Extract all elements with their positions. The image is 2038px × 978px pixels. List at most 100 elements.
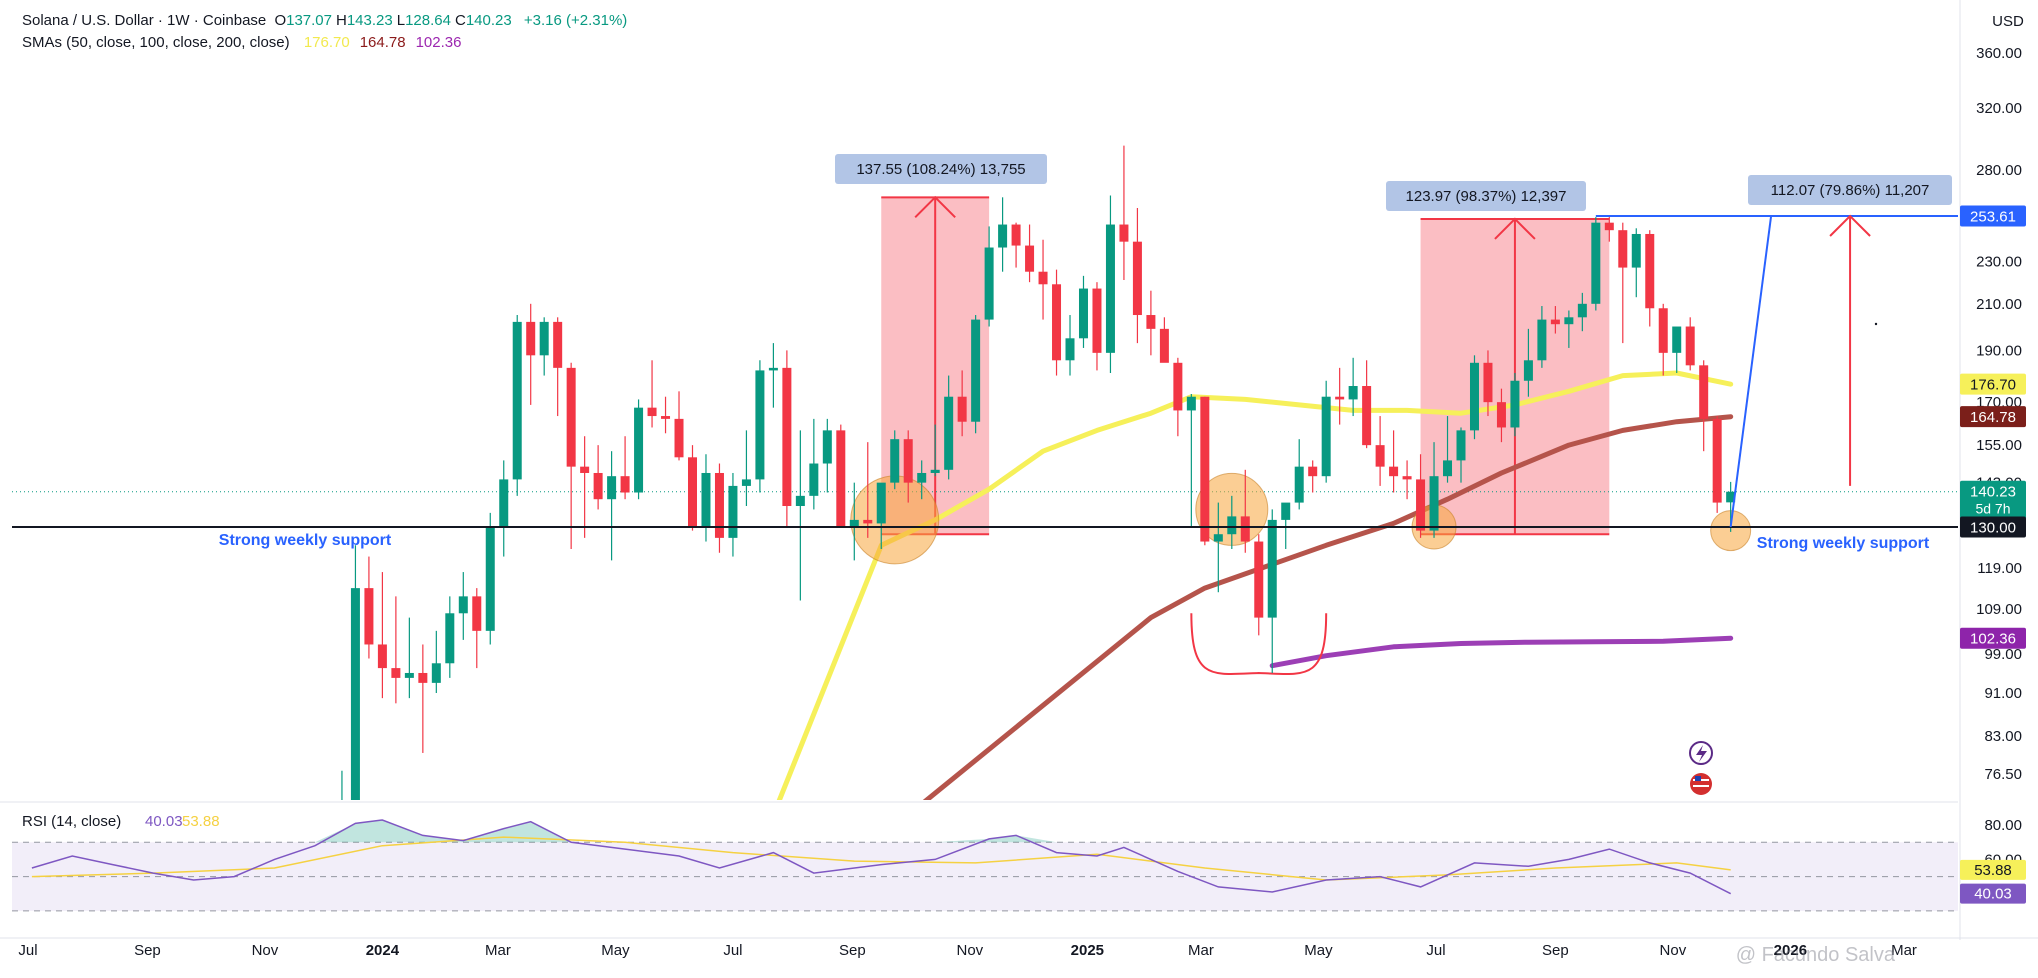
candle-body [1173,362,1183,411]
time-tick-label: Mar [485,942,511,959]
price-label-text: 164.78 [1970,409,2016,426]
price-tick-label: 91.00 [1984,685,2022,702]
candle-body [1375,445,1385,467]
symbol-title: Solana / U.S. Dollar · 1W · Coinbase [22,12,267,29]
candle-body [1200,396,1210,542]
time-tick-label: May [601,942,630,959]
price-label-102-36: 102.36 [1960,627,2026,649]
candle-body [1496,402,1506,428]
candle-body [1618,230,1628,268]
measure-arrow-head [914,195,956,219]
candle-body [1537,319,1547,361]
candle-body [1267,519,1277,618]
watermark: @ Facundo Salva [1736,944,1896,966]
price-label-text: 130.00 [1970,520,2016,537]
candle-body [1712,418,1722,503]
candle-body [539,321,549,356]
rsi-ma-legend-value: 53.88 [182,813,220,830]
candle-body [1510,380,1520,428]
price-label-130-00: 130.00 [1960,516,2026,538]
candle-body [1119,224,1129,242]
price-tick-label: 360.00 [1976,45,2022,62]
measure-label-box [1386,181,1586,211]
sma-value-0: 176.70 [303,34,350,51]
price-label-253-61: 253.61 [1960,205,2026,227]
target-arrow-head [1829,214,1871,237]
candle-body [364,588,374,645]
support-label-right: Strong weekly support [1757,535,1930,552]
candle-body [1092,288,1102,353]
candle-body [1132,241,1142,316]
candle-body [863,519,873,524]
measure-label-text: 137.55 (108.24%) 13,755 [856,161,1025,178]
candle-body [687,457,697,527]
candle-body [1254,541,1264,618]
candle-body [1631,233,1641,268]
time-tick-label: Mar [1188,942,1214,959]
price-tick-label: 190.00 [1976,342,2022,359]
candle-body [984,247,994,320]
candle-body [755,370,765,480]
candle-body [580,466,590,473]
measure-label-3: 112.07 (79.86%) 11,207 [1748,175,1952,205]
main-pane [12,145,1958,800]
measure-label-1: 137.55 (108.24%) 13,755 [835,154,1047,184]
candle-body [903,439,913,483]
candle-body [1389,466,1399,477]
projection-line [1729,215,1773,528]
rsi-label-box [1960,883,2026,904]
flag-stripe-icon [1693,785,1709,787]
candle-body [1604,222,1614,231]
candle-body [1052,284,1062,361]
measure-label-2: 123.97 (98.37%) 12,397 [1386,181,1586,211]
currency-label: USD [1992,13,2024,30]
candle-body [1416,479,1426,531]
sma-legend[interactable]: SMAs (50, close, 100, close, 200, close)… [22,34,469,51]
price-tick-label: 210.00 [1976,296,2022,313]
measure-label-text: 112.07 (79.86%) 11,207 [1771,182,1930,199]
candle-body [404,672,414,678]
ohlc-o: O137.07 [274,12,332,29]
candle-body [1456,430,1466,461]
candle-body [1213,534,1223,542]
price-label-164-78: 164.78 [1960,406,2026,428]
candle-body [674,418,684,458]
price-tick-label: 280.00 [1976,162,2022,179]
candle-body [1294,466,1304,503]
candle-body [809,463,819,496]
candle-body [971,319,981,422]
candle-body [620,476,630,493]
price-tick-label: 155.00 [1976,437,2022,454]
symbol-legend[interactable]: Solana / U.S. Dollar · 1W · Coinbase O13… [22,12,631,29]
time-tick-label: Mar [1891,942,1917,959]
price-tick-label: 320.00 [1976,100,2022,117]
price-label-box [1960,406,2026,428]
price-tick-label: 230.00 [1976,253,2022,270]
time-tick-label: Jul [723,942,742,959]
candle-body [876,482,886,524]
flag-canton-icon [1695,776,1701,781]
candle-body [728,485,738,538]
rsi-line [31,819,1732,895]
sma-value-2: 102.36 [415,34,462,51]
candle-body [1429,476,1439,531]
price-tick-label: 76.50 [1984,766,2022,783]
measure-arrow-head [1494,217,1536,240]
rsi-label-text: 40.03 [1974,886,2012,903]
ohlc-l: L128.64 [396,12,451,29]
candle-body [661,416,671,419]
rsi-tick-label: 80.00 [1984,817,2022,834]
candle-body [607,476,617,500]
candle-body [1186,396,1196,411]
candle-body [1038,271,1048,285]
candle-body [1281,502,1291,520]
candle-body [849,519,859,527]
measure-label-text: 123.97 (98.37%) 12,397 [1406,188,1567,205]
sma200-line [1269,635,1734,669]
candle-body [1308,466,1318,477]
price-label-sub: 5d 7h [1975,501,2010,517]
candle-body [418,672,428,683]
price-label-176-70: 176.70 [1960,373,2026,395]
